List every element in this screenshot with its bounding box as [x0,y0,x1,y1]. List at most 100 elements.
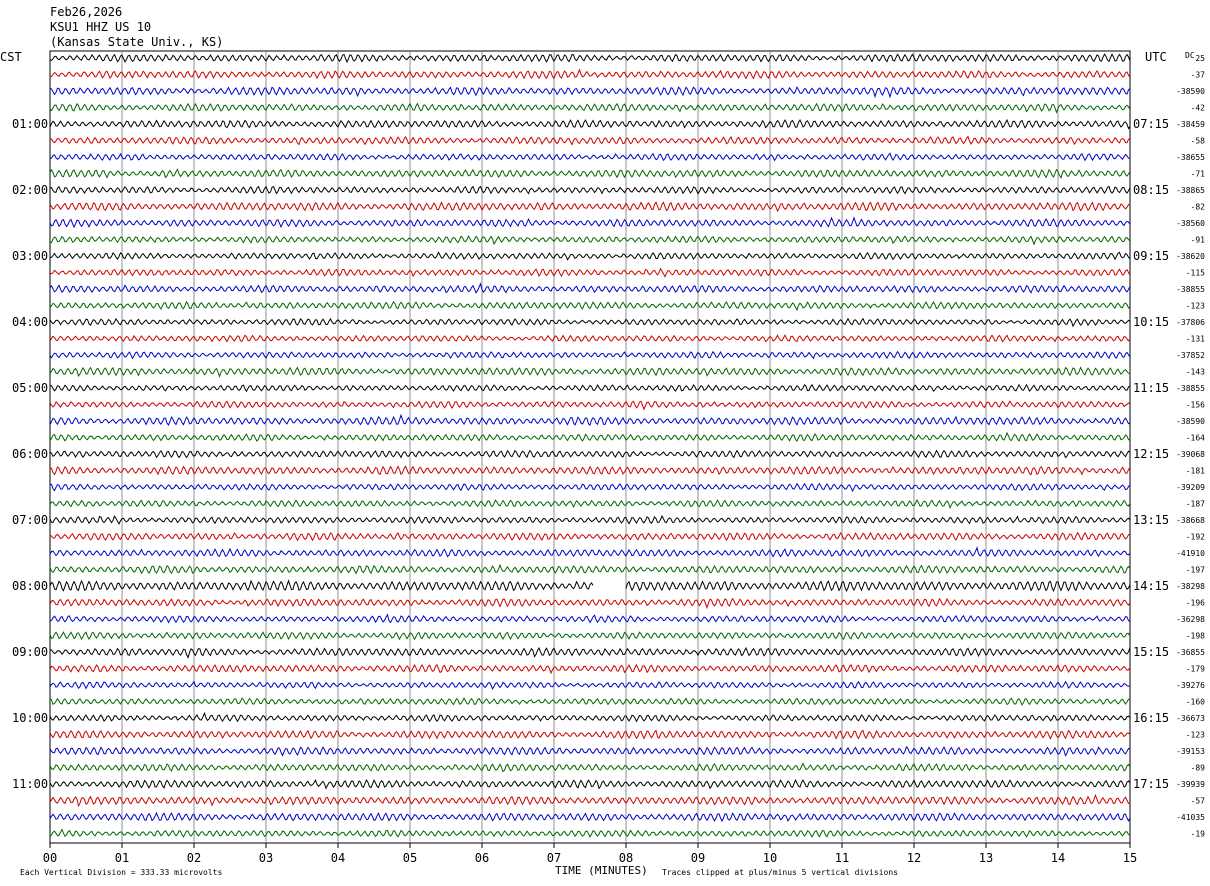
cst-hour-label: 11:00 [12,777,48,791]
x-tick-label: 06 [475,851,489,865]
trace-36 [49,631,1131,641]
dc-offset-label: -179 [1186,665,1205,674]
utc-hour-label: 07:15 [1133,117,1169,131]
dc-offset-label: -41910 [1176,549,1205,558]
dc-offset-label: -160 [1186,698,1205,707]
x-tick-label: 15 [1123,851,1137,865]
trace-38 [49,663,1131,675]
x-tick-label: 09 [691,851,705,865]
dc-offset-label: -38590 [1176,87,1205,96]
dc-offset-label: -36298 [1176,615,1205,624]
dc-offset-label: -38855 [1176,384,1205,393]
trace-18 [49,334,1131,343]
time-grid [121,51,1059,843]
dc-offset-label: -38560 [1176,219,1205,228]
trace-16 [49,300,1131,312]
trace-39 [49,680,1131,691]
dc-offset-label: -38459 [1176,120,1205,129]
dc-offset-label: -39153 [1176,747,1205,756]
trace-30 [49,531,1131,542]
dc-offset-label: -143 [1186,368,1205,377]
dc-offset-label: -37806 [1176,318,1205,327]
trace-3 [49,85,1131,99]
dc-offset-label: -197 [1186,566,1205,575]
dc-offset-label: -39939 [1176,780,1205,789]
trace-27 [49,482,1131,493]
x-tick-label: 12 [907,851,921,865]
dc-offset-label: -57 [1191,797,1206,806]
x-tick-label: 03 [259,851,273,865]
dc-offset-label: -38655 [1176,153,1205,162]
plot-date: Feb26,2026 [50,5,122,19]
trace-42 [49,729,1131,740]
x-tick-label: 04 [331,851,345,865]
dc-offset-label: -42 [1191,104,1206,113]
trace-21 [49,383,1131,393]
trace-28 [49,498,1131,510]
trace-8 [49,168,1131,180]
trace-24 [49,431,1131,442]
trace-5 [49,118,1131,130]
x-axis-ticks: 00 01 02 03 04 05 06 07 08 09 10 11 12 13 14 15 [43,843,1137,865]
cst-hour-label: 06:00 [12,447,48,461]
utc-hour-label: 09:15 [1133,249,1169,263]
dc-offset-label: 25 [1195,54,1205,63]
dc-offset-label: -89 [1191,764,1206,773]
dc-offset-label: -71 [1191,170,1206,179]
dc-offset-label: -123 [1186,302,1205,311]
dc-offset-label: -37 [1191,71,1206,80]
dc-offset-label: -192 [1186,533,1205,542]
trace-15 [49,282,1131,294]
utc-hour-labels: 07:15 08:15 09:15 10:15 11:15 12:15 13:15 14:15… [1133,117,1169,791]
trace-22 [49,400,1131,411]
dc-offset-label: -196 [1186,599,1205,608]
trace-6 [49,135,1131,146]
vertical-scale-note: Each Vertical Division = 333.33 microvol… [20,868,222,877]
utc-hour-label: 14:15 [1133,579,1169,593]
cst-hour-labels: 01:00 02:00 03:00 04:00 05:00 06:00 07:00 08:00… [12,117,48,791]
dc-offset-label: -38590 [1176,417,1205,426]
right-timezone-label: UTC [1145,50,1167,64]
trace-34 [49,597,1131,610]
dc-offset-label: -38668 [1176,516,1205,525]
dc-offset-label: -164 [1186,434,1205,443]
x-tick-label: 11 [835,851,849,865]
trace-14 [49,267,1131,278]
dc-offset-label: -38865 [1176,186,1205,195]
dc-offset-label: -36673 [1176,714,1205,723]
utc-hour-label: 12:15 [1133,447,1169,461]
utc-hour-label: 17:15 [1133,777,1169,791]
trace-10 [49,201,1131,213]
utc-hour-label: 13:15 [1133,513,1169,527]
utc-hour-label: 08:15 [1133,183,1169,197]
trace-40 [49,696,1131,706]
dc-offset-label: -39209 [1176,483,1205,492]
dc-offset-label: -187 [1186,500,1205,509]
trace-43 [49,745,1131,757]
dc-offset-label: -38855 [1176,285,1205,294]
trace-20 [49,366,1131,378]
cst-hour-label: 01:00 [12,117,48,131]
trace-26 [49,465,1131,476]
x-axis-title: TIME (MINUTES) [555,864,648,877]
plot-frame [49,50,1131,844]
utc-hour-label: 10:15 [1133,315,1169,329]
dc-offset-labels: 25 -37 -38590 -42 -38459 -58 -38655 -71 -38865 -8… [1176,54,1205,839]
dc-offset-label: -37852 [1176,351,1205,360]
cst-hour-label: 02:00 [12,183,48,197]
trace-17 [49,317,1131,328]
x-tick-label: 07 [547,851,561,865]
trace-32 [49,563,1131,575]
dc-offset-label: -131 [1186,335,1205,344]
cst-hour-label: 09:00 [12,645,48,659]
trace-47 [49,811,1131,823]
x-tick-label: 08 [619,851,633,865]
trace-41 [49,711,1131,723]
trace-4 [49,102,1131,114]
trace-31 [49,546,1131,558]
trace-44 [49,762,1131,773]
dc-offset-label: -19 [1191,830,1206,839]
trace-35 [49,613,1131,624]
dc-offset-label: -123 [1186,731,1205,740]
